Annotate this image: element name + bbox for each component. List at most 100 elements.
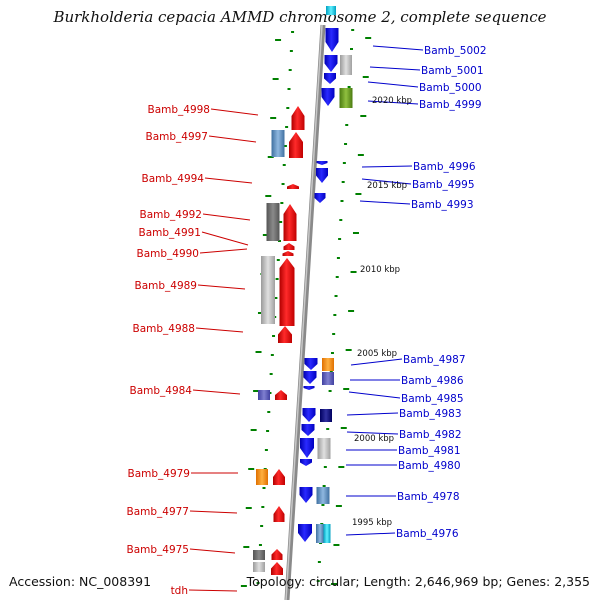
right-label-connector xyxy=(361,178,412,185)
left-label-connector xyxy=(189,548,236,554)
right-gene-label: Bamb_4983 xyxy=(399,408,462,420)
left-gene-label: Bamb_4988 xyxy=(132,323,195,335)
left-gene-label: Bamb_4989 xyxy=(134,280,197,292)
gene-bamb-4980 xyxy=(300,459,312,466)
gene-bamb-5001 xyxy=(324,55,338,72)
scale-label: 2000 kbp xyxy=(354,434,394,444)
chromosome-backbone xyxy=(284,24,326,600)
right-gene-label: Bamb_5001 xyxy=(421,65,484,77)
gene-bamb-4990 xyxy=(282,251,294,256)
gene-bamb-4978-feature xyxy=(316,487,330,504)
gene-bamb-4975 xyxy=(271,549,283,560)
right-label-connector xyxy=(367,100,419,105)
left-label-connector xyxy=(199,248,248,254)
right-gene-label: Bamb_4978 xyxy=(397,491,460,503)
left-gene-label: Bamb_4997 xyxy=(145,131,208,143)
gene-bamb-4997 xyxy=(289,132,303,158)
right-gene-label: Bamb_4987 xyxy=(403,354,466,366)
scale-label: 2020 kbp xyxy=(372,96,412,106)
gene-bamb-4986 xyxy=(303,371,317,384)
gene-bamb-4997-feature xyxy=(271,130,285,157)
left-gene-label: Bamb_4975 xyxy=(126,544,189,556)
scale-label: 2015 kbp xyxy=(367,181,407,191)
right-gene-label: Bamb_4976 xyxy=(396,528,459,540)
gene-bamb-4983 xyxy=(302,408,316,422)
map-title: Burkholderia cepacia AMMD chromosome 2, … xyxy=(53,8,547,26)
right-gene-label: Bamb_4999 xyxy=(419,99,482,111)
gene-bamb-4984 xyxy=(275,390,287,400)
topology-text: Topology: circular; Length: 2,646,969 bp… xyxy=(246,574,590,589)
left-label-connector xyxy=(208,135,257,143)
far-left-tick-track xyxy=(240,39,282,587)
gene-bamb-4981 xyxy=(300,438,314,458)
right-label-connector xyxy=(348,391,401,399)
gene-bamb-4984-feature xyxy=(258,390,270,400)
gene-bamb-4999 xyxy=(321,88,335,106)
left-gene-label: Bamb_4992 xyxy=(139,209,202,221)
gene-bamb-4992-feature xyxy=(266,203,280,241)
left-tick-track xyxy=(256,31,295,584)
gene-bamb-4979 xyxy=(273,469,285,485)
gene-bamb-4982 xyxy=(301,424,315,436)
right-gene-label: Bamb_4982 xyxy=(399,429,462,441)
left-label-connector xyxy=(192,389,241,395)
gene-bamb-4989-feature xyxy=(261,256,275,324)
gene-bamb-4993 xyxy=(314,193,326,203)
gene-bamb-4977 xyxy=(273,506,285,522)
right-label-connector xyxy=(346,431,399,435)
left-gene-label: Bamb_4998 xyxy=(147,104,210,116)
right-gene-label: Bamb_4981 xyxy=(398,445,461,457)
right-gene-label: Bamb_4996 xyxy=(413,161,476,173)
gene-bamb-5000 xyxy=(324,73,336,84)
scale-label: 2010 kbp xyxy=(360,265,400,275)
left-gene-label: Bamb_4979 xyxy=(127,468,190,480)
right-gene-label: Bamb_4980 xyxy=(398,460,461,472)
gene-bamb-4976-feature-a xyxy=(316,524,324,543)
right-gene-label: Bamb_4993 xyxy=(411,199,474,211)
gene-bamb-4989 xyxy=(279,258,295,326)
right-gene-label: Bamb_5000 xyxy=(419,82,482,94)
right-label-connector xyxy=(359,200,411,205)
right-gene-label: Bamb_4995 xyxy=(412,179,475,191)
gene-bamb-4995 xyxy=(316,168,328,183)
footer: Accession: NC_008391 Topology: circular;… xyxy=(0,574,600,594)
gene-tdh-feature xyxy=(253,562,265,572)
right-label-connector xyxy=(350,358,403,366)
left-gene-label: Bamb_4984 xyxy=(129,385,192,397)
left-gene-label: Bamb_4990 xyxy=(136,248,199,260)
gene-bamb-4998 xyxy=(291,106,305,130)
far-right-tick-track xyxy=(331,37,372,585)
left-gene-label: Bamb_4977 xyxy=(126,506,189,518)
gene-bamb-4994 xyxy=(287,184,299,189)
right-label-connector xyxy=(372,45,424,51)
gene-bamb-4987-feature xyxy=(322,358,334,371)
gene-bamb-4975-feature xyxy=(253,550,265,560)
gene-bamb-4985 xyxy=(303,386,315,390)
gene-bamb-5001-feature xyxy=(340,55,352,75)
gene-bamb-4976 xyxy=(298,524,312,542)
top-cyan-feature xyxy=(326,6,336,15)
gene-bamb-5002 xyxy=(325,28,339,52)
scale-label: 2005 kbp xyxy=(357,349,397,359)
left-label-connector xyxy=(195,327,244,333)
right-label-connector xyxy=(361,165,413,168)
right-label-connector xyxy=(367,81,419,88)
gene-bamb-4991 xyxy=(283,243,295,250)
gene-tdh xyxy=(271,562,283,575)
left-label-connector xyxy=(202,213,251,221)
gene-bamb-4987 xyxy=(304,358,318,370)
left-label-connector xyxy=(189,510,238,514)
right-gene-label: Bamb_4986 xyxy=(401,375,464,387)
gene-bamb-4988 xyxy=(278,326,292,343)
right-label-connector xyxy=(369,66,421,71)
left-gene-label: Bamb_4991 xyxy=(138,227,201,239)
right-gene-label: Bamb_5002 xyxy=(424,45,487,57)
gene-bamb-4983-feature xyxy=(320,409,332,422)
left-label-connector xyxy=(210,108,259,116)
gene-bamb-4979-feature xyxy=(256,469,268,485)
gene-bamb-4996 xyxy=(316,161,328,165)
gene-bamb-4986-feature xyxy=(322,372,334,385)
left-label-connector xyxy=(201,231,249,246)
scale-label: 1995 kbp xyxy=(352,518,392,528)
